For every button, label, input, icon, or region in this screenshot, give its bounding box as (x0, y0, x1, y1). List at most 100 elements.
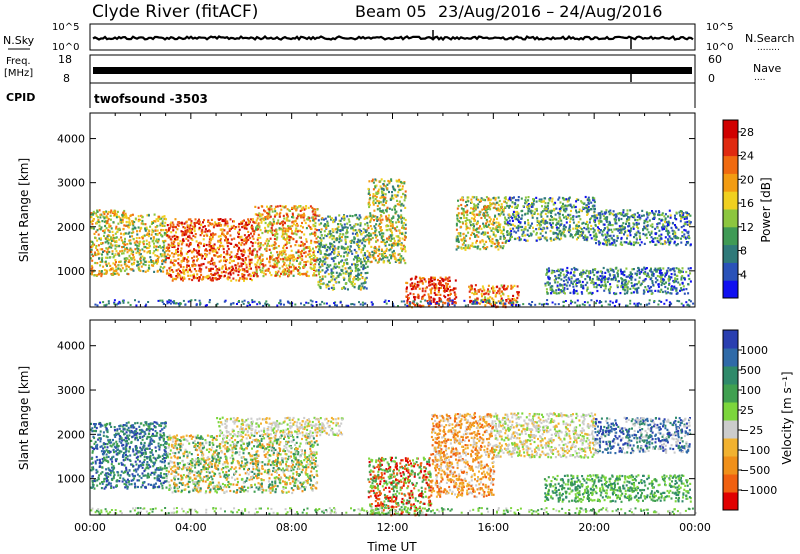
range-cell (171, 245, 174, 248)
range-cell (248, 273, 251, 276)
range-cell (586, 281, 589, 284)
range-cell (285, 219, 288, 222)
range-cell (551, 285, 554, 288)
range-cell (333, 250, 336, 253)
range-cell (575, 198, 578, 201)
range-cell (112, 267, 115, 270)
range-cell (398, 243, 401, 246)
range-cell (355, 274, 358, 277)
range-cell (183, 233, 186, 237)
range-cell (172, 277, 175, 280)
range-cell (496, 217, 498, 220)
range-cell (584, 195, 587, 199)
range-cell (468, 219, 471, 222)
range-cell (166, 224, 169, 227)
range-cell (469, 299, 472, 303)
range-cell (544, 209, 546, 212)
range-cell (364, 223, 367, 226)
range-cell (292, 214, 294, 217)
range-cell (257, 236, 260, 239)
range-cell (159, 217, 162, 221)
range-cell (430, 276, 433, 279)
range-cell (205, 233, 208, 236)
range-cell (289, 262, 291, 265)
range-cell (128, 231, 131, 234)
range-cell (594, 268, 597, 271)
range-cell (304, 207, 307, 210)
range-cell (550, 292, 553, 295)
range-cell (287, 225, 289, 228)
range-cell (577, 230, 580, 234)
range-cell (431, 287, 434, 290)
range-cell (386, 229, 389, 232)
range-cell (541, 205, 543, 208)
range-cell (231, 268, 234, 272)
range-cell (270, 244, 273, 247)
range-cell (601, 270, 604, 274)
range-cell (680, 278, 683, 281)
range-cell (218, 275, 221, 278)
range-cell (242, 225, 245, 228)
range-cell (172, 243, 175, 246)
range-cell (182, 271, 185, 274)
range-cell (142, 258, 145, 261)
range-cell (652, 284, 655, 287)
range-cell (654, 289, 657, 292)
range-cell (365, 215, 368, 218)
range-cell (185, 266, 188, 269)
range-cell (137, 220, 140, 223)
range-cell (163, 265, 166, 269)
range-cell (221, 228, 224, 231)
range-cell (184, 226, 186, 229)
range-cell (149, 250, 151, 253)
range-cell (123, 224, 126, 227)
range-cell (427, 278, 430, 281)
range-cell (608, 291, 611, 295)
range-cell (132, 227, 135, 230)
range-cell (570, 268, 573, 271)
range-cell (574, 279, 577, 282)
range-cell (582, 271, 585, 274)
range-cell (357, 286, 360, 289)
range-cell (590, 201, 593, 204)
range-cell (180, 230, 183, 233)
range-cell (520, 217, 523, 220)
range-cell (187, 256, 190, 259)
range-cell (186, 270, 189, 273)
range-cell (175, 278, 178, 281)
range-cell (530, 212, 533, 215)
range-cell (172, 263, 175, 266)
range-cell (659, 274, 662, 277)
range-cell (570, 209, 572, 213)
range-cell (282, 233, 285, 236)
range-cell (241, 254, 244, 257)
range-cell (556, 236, 558, 239)
range-cell (492, 231, 495, 234)
range-cell (303, 272, 306, 275)
range-cell (120, 236, 123, 239)
range-cell (518, 220, 520, 223)
range-cell (321, 263, 324, 266)
range-cell (521, 233, 524, 236)
range-cell (377, 218, 379, 221)
range-cell (565, 273, 568, 276)
range-cell (378, 222, 381, 225)
range-cell (453, 291, 456, 294)
range-cell (371, 250, 374, 253)
range-cell (507, 232, 510, 235)
range-cell (491, 242, 494, 245)
range-cell (397, 242, 400, 245)
range-cell (454, 287, 457, 290)
range-cell (593, 229, 596, 232)
range-cell (312, 232, 315, 235)
range-cell (360, 282, 363, 285)
range-cell (266, 217, 269, 220)
range-cell (347, 218, 350, 221)
range-cell (182, 238, 185, 241)
range-cell (346, 248, 349, 251)
range-cell (262, 275, 265, 278)
range-cell (491, 285, 494, 288)
range-cell (214, 254, 217, 257)
range-cell (273, 264, 276, 267)
range-cell (246, 238, 249, 241)
